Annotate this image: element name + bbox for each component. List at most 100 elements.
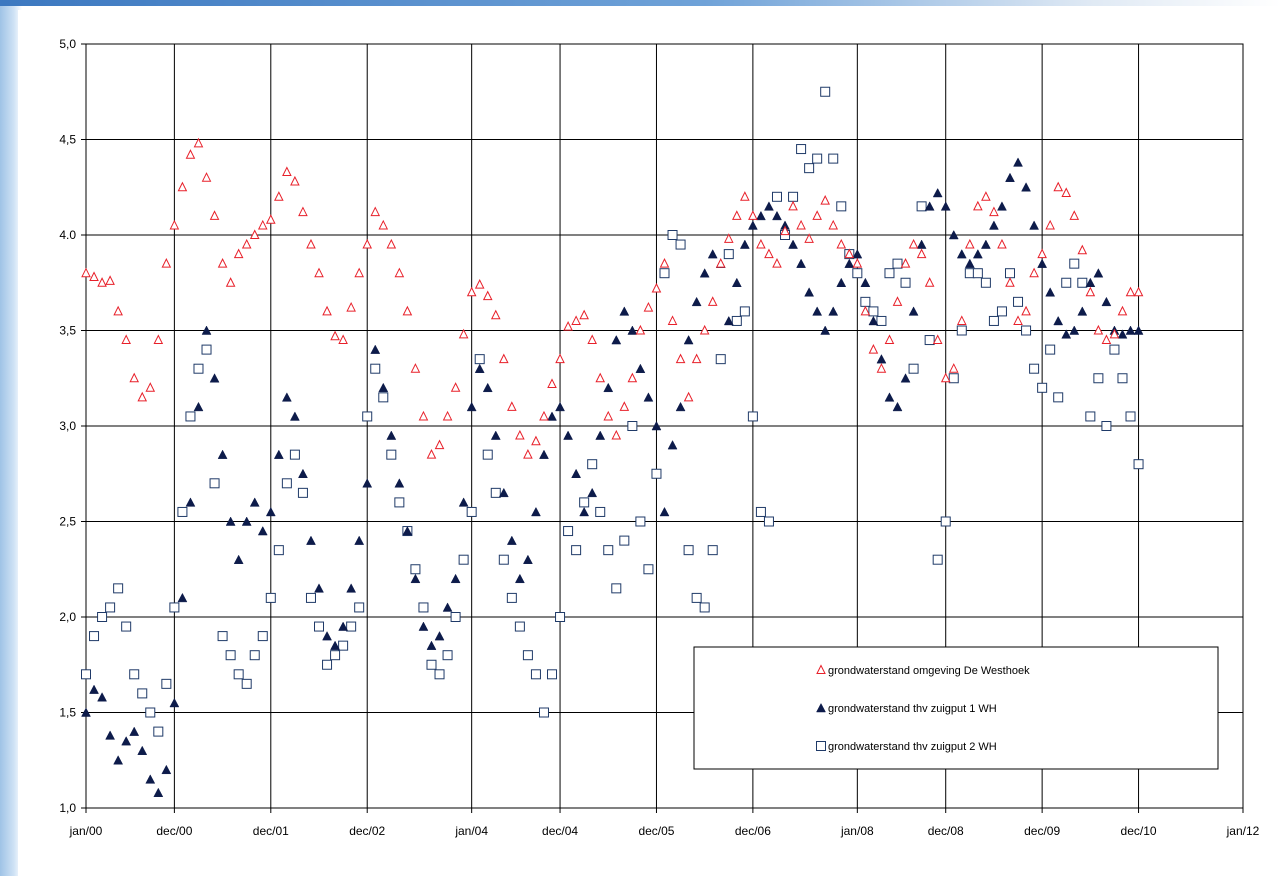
data-point-series-2 [731, 277, 742, 287]
data-point-series-1 [225, 277, 236, 287]
data-point-series-2 [1077, 306, 1088, 316]
data-point-series-2 [113, 755, 124, 765]
data-point-series-1 [338, 334, 348, 345]
data-point-series-3 [876, 315, 887, 326]
data-point-series-3 [852, 268, 863, 279]
data-point-series-1 [675, 353, 686, 364]
data-point-series-3 [289, 449, 300, 460]
data-point-series-2 [547, 411, 557, 421]
data-point-series-2 [595, 430, 606, 440]
data-point-series-2 [772, 210, 782, 221]
legend-marker-3 [816, 741, 826, 751]
data-point-series-1 [707, 296, 718, 306]
data-point-series-1 [796, 219, 806, 230]
data-point-series-3 [466, 506, 477, 517]
data-point-series-2 [1045, 287, 1056, 297]
data-point-series-3 [514, 621, 525, 632]
data-point-series-3 [796, 144, 807, 155]
data-point-series-2 [498, 487, 509, 498]
data-point-series-1 [740, 191, 750, 201]
y-tick-label: 4.0 [59, 228, 76, 242]
data-point-series-1 [233, 248, 244, 259]
data-point-series-1 [611, 429, 622, 440]
x-tick-label: jan/08 [840, 824, 874, 838]
data-point-series-3 [362, 411, 373, 422]
data-point-series-1 [330, 330, 340, 341]
data-point-series-3 [788, 191, 799, 202]
data-point-series-1 [1125, 286, 1136, 297]
data-point-series-3 [868, 306, 879, 317]
data-point-series-2 [868, 315, 879, 326]
data-point-series-1 [723, 233, 734, 243]
data-point-series-2 [322, 631, 332, 641]
data-point-series-3 [257, 631, 268, 642]
data-point-series-2 [1029, 220, 1040, 230]
x-tick-label: jan/12 [1226, 824, 1260, 838]
data-point-series-1 [1101, 334, 1112, 345]
data-point-series-1 [1069, 210, 1080, 220]
data-point-series-2 [458, 497, 469, 507]
y-tick-label: 5,0 [59, 37, 76, 51]
legend-label-1: grondwaterstand omgeving De Westhoek [828, 665, 1030, 677]
data-point-series-3 [97, 612, 108, 622]
data-point-series-1 [482, 290, 493, 301]
window-top-strip [0, 0, 1281, 6]
data-point-series-1 [603, 410, 614, 421]
legend: grondwaterstand omgeving De Westhoek gron… [693, 646, 1219, 770]
data-point-series-2 [105, 730, 116, 740]
data-point-series-1 [1029, 267, 1039, 278]
data-point-series-3 [490, 487, 501, 498]
data-point-series-3 [330, 650, 341, 661]
data-point-series-3 [555, 612, 566, 622]
data-point-series-2 [522, 554, 533, 564]
data-point-series-1 [900, 258, 911, 268]
data-point-series-2 [651, 420, 662, 431]
data-point-series-2 [699, 268, 710, 278]
data-point-series-2 [796, 258, 807, 268]
data-point-series-1 [322, 305, 332, 316]
data-point-series-1 [732, 210, 742, 220]
data-point-series-3 [1101, 421, 1112, 431]
data-point-series-1 [531, 435, 541, 446]
data-point-series-3 [1085, 411, 1096, 422]
data-point-series-1 [177, 181, 188, 192]
x-tick-label: dec/00 [156, 824, 192, 838]
data-point-series-3 [265, 592, 276, 603]
data-point-series-3 [137, 688, 148, 699]
data-point-series-2 [346, 583, 357, 593]
data-point-series-3 [940, 516, 951, 527]
data-point-series-2 [97, 692, 107, 702]
data-point-series-3 [105, 602, 116, 613]
data-point-series-3 [169, 602, 180, 613]
data-point-series-1 [627, 372, 638, 383]
data-point-series-3 [177, 506, 188, 517]
data-point-series-2 [153, 787, 164, 797]
data-point-series-3 [1045, 344, 1056, 355]
data-point-series-3 [273, 545, 284, 556]
data-point-series-2 [89, 684, 99, 694]
data-point-series-3 [579, 497, 590, 508]
data-point-series-3 [603, 545, 614, 556]
data-point-series-3 [1133, 459, 1144, 470]
data-point-series-2 [1005, 172, 1015, 182]
data-point-series-1 [354, 267, 364, 278]
data-point-series-2 [442, 602, 453, 612]
data-point-series-3 [715, 354, 726, 365]
data-point-series-2 [764, 201, 774, 211]
data-point-series-1 [185, 149, 196, 159]
data-point-series-1 [257, 219, 268, 230]
data-point-series-3 [225, 650, 236, 661]
data-point-series-3 [185, 411, 196, 422]
data-point-series-1 [169, 219, 180, 230]
data-point-series-2 [884, 392, 895, 402]
data-point-series-2 [667, 440, 678, 450]
data-point-series-1 [715, 258, 726, 268]
data-point-series-1 [764, 248, 774, 259]
data-point-series-3 [410, 564, 421, 575]
data-point-series-1 [876, 363, 887, 373]
data-point-series-1 [651, 282, 662, 293]
data-point-series-3 [755, 506, 766, 517]
data-point-series-3 [980, 277, 991, 288]
data-point-series-1 [113, 305, 123, 316]
data-point-series-2 [539, 449, 549, 459]
